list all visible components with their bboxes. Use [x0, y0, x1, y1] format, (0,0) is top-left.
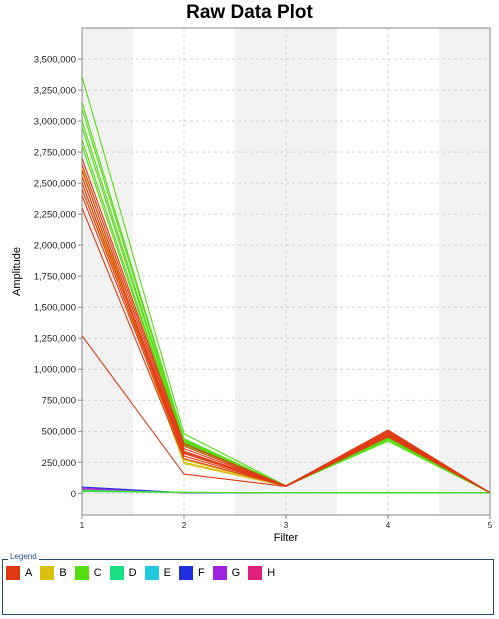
series-lines [81, 76, 491, 494]
y-tick-label: 750,000 [42, 396, 76, 407]
y-tick-label: 1,500,000 [34, 303, 76, 314]
legend-title: Legend [8, 552, 39, 561]
y-tick-label: 2,000,000 [34, 241, 76, 252]
legend-label: A [25, 567, 33, 579]
legend-item-A: A [6, 566, 32, 580]
x-tick-label: 1 [80, 521, 85, 530]
series-line-C [81, 490, 490, 494]
legend-item-G: G [212, 566, 241, 580]
legend-item-H: H [248, 566, 275, 580]
y-tick-label: 2,250,000 [34, 210, 76, 221]
legend-swatch [212, 566, 227, 580]
x-axis-label: Filter [274, 532, 299, 544]
y-tick-label: 3,000,000 [34, 117, 76, 128]
legend-item-B: B [40, 566, 67, 580]
background-bands [82, 28, 490, 515]
legend-item-E: E [144, 566, 171, 580]
y-tick-label: 3,250,000 [34, 86, 76, 97]
chart-title: Raw Data Plot [186, 2, 313, 23]
legend-swatch [109, 566, 124, 580]
y-tick-label: 0 [71, 489, 76, 500]
legend-items: A B C D E F G H [6, 566, 283, 580]
legend-item-D: D [109, 566, 137, 580]
legend-item-C: C [74, 566, 102, 580]
legend-label: H [267, 567, 276, 579]
y-axis-label: Amplitude [11, 247, 23, 296]
x-tick-label: 5 [488, 521, 493, 530]
legend-label: G [231, 567, 241, 579]
legend-swatch [74, 566, 89, 580]
y-tick-label: 2,750,000 [34, 148, 76, 159]
y-tick-label: 1,750,000 [34, 272, 76, 283]
background-band [439, 28, 490, 515]
legend-label: E [163, 567, 171, 579]
legend-swatch [178, 566, 193, 580]
background-band [235, 28, 337, 515]
legend-box [2, 559, 494, 615]
y-tick-label: 2,500,000 [34, 179, 76, 190]
y-tick-label: 3,500,000 [34, 55, 76, 66]
y-tick-label: 1,000,000 [34, 365, 76, 376]
legend-label: F [197, 567, 205, 579]
y-tick-label: 500,000 [42, 427, 76, 438]
y-axis-ticks: 0 250,000 500,000 750,000 1,000,000 1,250,000… [34, 55, 82, 500]
y-tick-label: 250,000 [42, 458, 76, 469]
legend-swatch [6, 566, 20, 580]
chart-plot: 0 250,000 500,000 750,000 1,000,000 1,250,000… [11, 27, 493, 544]
legend-item-F: F [178, 566, 205, 580]
legend-label: D [128, 567, 137, 579]
legend-swatch [144, 566, 159, 580]
series-line-A [81, 335, 491, 494]
legend-swatch [40, 566, 55, 580]
x-tick-label: 2 [182, 521, 187, 530]
x-tick-label: 4 [386, 521, 391, 530]
x-axis-ticks: 1 2 3 4 5 [80, 515, 493, 530]
y-tick-label: 1,250,000 [34, 334, 76, 345]
legend-label: B [59, 567, 67, 579]
legend-swatch [248, 566, 263, 580]
x-tick-label: 3 [284, 521, 289, 530]
legend-label: C [93, 567, 102, 579]
